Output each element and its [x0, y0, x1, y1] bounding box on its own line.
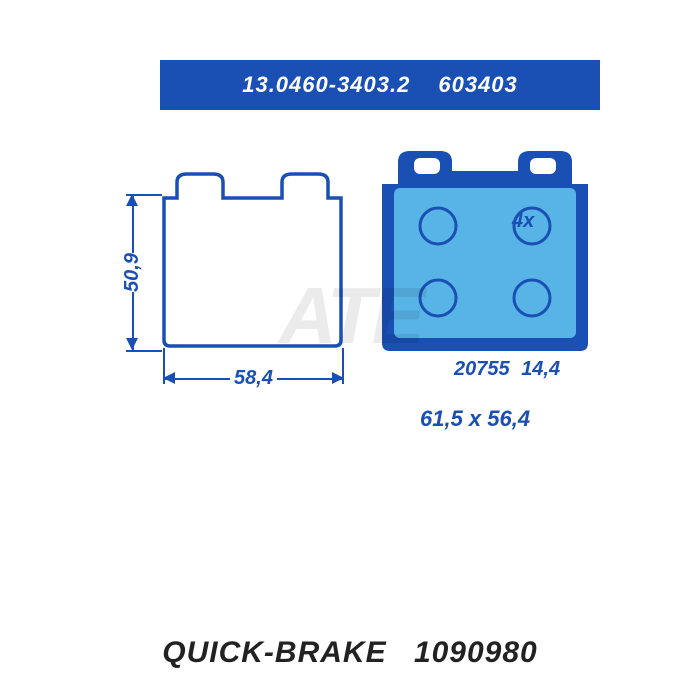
dim-width-value: 58,4 — [230, 367, 277, 390]
part-number-1: 13.0460-3403.2 — [242, 72, 410, 98]
diagram-canvas: 13.0460-3403.2 603403 ATE 50,9 58,4 — [50, 60, 650, 560]
pad-friction-face: 4x — [380, 148, 590, 353]
footer: QUICK-BRAKE 1090980 — [0, 636, 700, 670]
pad-thickness: 14,4 — [521, 358, 560, 380]
overall-size: 61,5 x 56,4 — [420, 406, 530, 432]
header-bar: 13.0460-3403.2 603403 — [160, 60, 600, 110]
pad-backplate-outline — [160, 170, 345, 350]
ext-line — [126, 350, 162, 352]
brand-name: QUICK-BRAKE — [162, 636, 386, 669]
part-number-2: 603403 — [438, 72, 517, 98]
product-number: 1090980 — [414, 636, 538, 669]
quantity-label: 4x — [512, 210, 534, 233]
code-label: 20755 14,4 — [454, 358, 560, 381]
dim-height: 50,9 — [120, 194, 144, 350]
dim-height-value: 50,9 — [119, 253, 146, 292]
pad-code: 20755 — [454, 358, 510, 380]
dim-width: 58,4 — [163, 366, 344, 390]
